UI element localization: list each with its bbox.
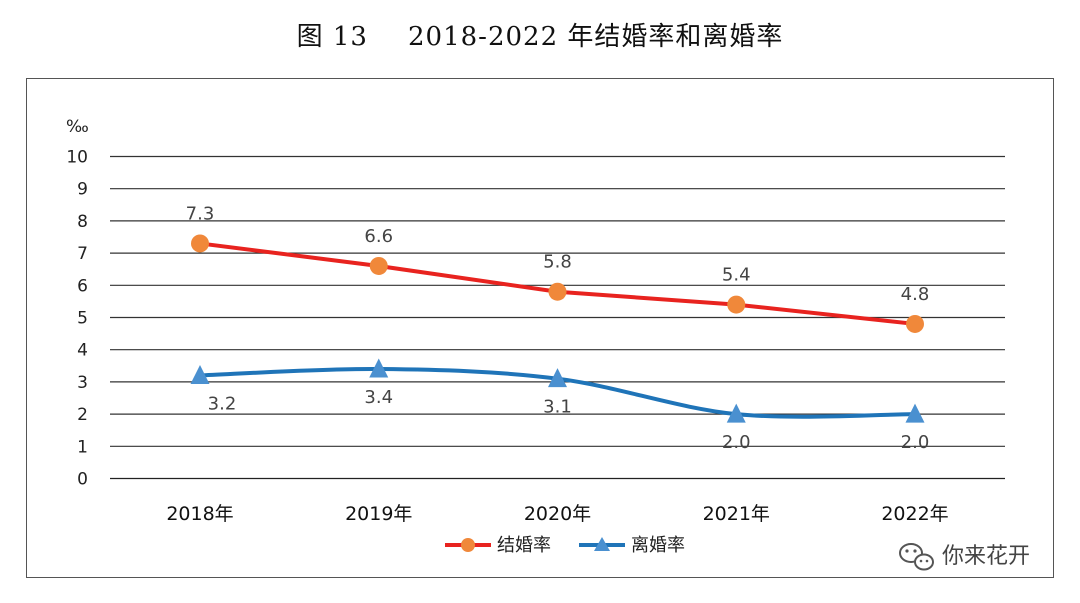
legend-marker [461, 538, 475, 552]
x-tick-label: 2020年 [524, 503, 591, 525]
x-tick-label: 2018年 [166, 503, 233, 525]
data-label: 3.1 [543, 397, 572, 418]
y-axis-ticks: 0 1 2 3 4 5 6 7 8 9 10 [66, 148, 88, 490]
y-tick-label: 3 [77, 373, 88, 393]
legend-label: 结婚率 [497, 535, 551, 556]
data-label: 3.2 [208, 393, 237, 414]
data-label: 2.0 [722, 432, 751, 453]
data-label: 5.4 [722, 265, 751, 286]
legend-marker [594, 537, 610, 551]
wechat-icon [899, 543, 934, 571]
y-tick-label: 7 [77, 244, 88, 264]
y-tick-label: 1 [77, 437, 88, 457]
y-axis-label: ‰ [66, 117, 89, 137]
data-point [727, 295, 746, 314]
y-tick-label: 2 [77, 405, 88, 425]
data-label: 5.8 [543, 252, 572, 273]
figure-number: 图 13 [296, 22, 368, 52]
data-point [190, 364, 210, 384]
y-tick-label: 6 [77, 276, 88, 296]
data-label: 4.8 [901, 284, 930, 305]
legend: 结婚率 离婚率 [445, 535, 685, 556]
data-point [369, 358, 389, 378]
x-tick-label: 2021年 [703, 503, 770, 525]
chart-frame [26, 78, 1054, 578]
data-point [548, 282, 567, 301]
series-layer [190, 234, 925, 423]
watermark: 你来花开 [899, 543, 1030, 571]
legend-label: 离婚率 [631, 535, 685, 556]
watermark-text: 你来花开 [942, 544, 1030, 569]
x-tick-label: 2022年 [881, 503, 948, 525]
data-label: 3.4 [364, 387, 393, 408]
data-point [726, 403, 746, 423]
data-point [369, 256, 388, 275]
y-tick-label: 0 [77, 470, 88, 490]
figure-title-text: 2018-2022 年结婚率和离婚率 [407, 22, 784, 52]
x-axis-ticks: 2018年 2019年 2020年 2021年 2022年 [166, 503, 948, 525]
figure-title: 图 13 2018-2022 年结婚率和离婚率 [0, 16, 1080, 53]
y-tick-label: 4 [77, 341, 88, 361]
data-label: 7.3 [186, 203, 215, 224]
y-tick-label: 9 [77, 180, 88, 200]
data-label: 6.6 [364, 226, 393, 247]
x-tick-label: 2019年 [345, 503, 412, 525]
data-point [191, 234, 209, 253]
y-tick-label: 8 [77, 212, 88, 232]
y-tick-label: 10 [66, 148, 88, 168]
data-labels: 7.3 6.6 5.8 5.4 4.8 3.2 3.4 3.1 2.0 2.0 [186, 203, 930, 453]
data-point [905, 403, 925, 423]
data-label: 2.0 [901, 432, 930, 453]
y-tick-label: 5 [77, 309, 88, 329]
data-point [906, 314, 924, 333]
data-point [548, 368, 567, 388]
